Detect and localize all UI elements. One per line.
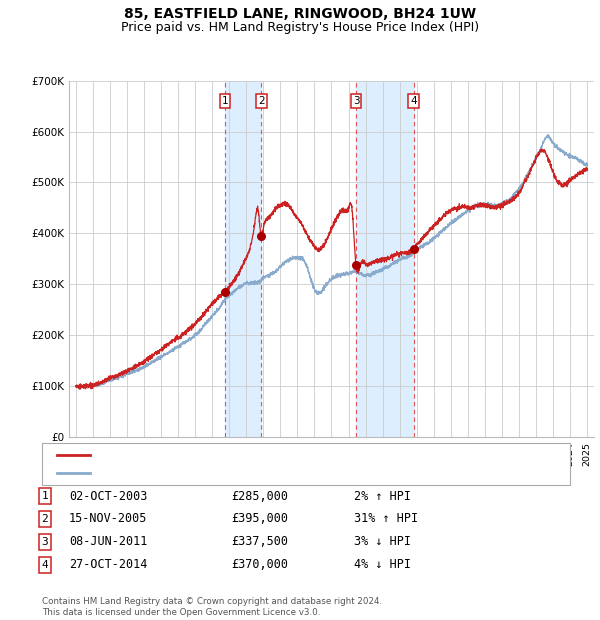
Text: 2: 2 [41,514,49,524]
Text: 3: 3 [353,96,359,106]
Text: 3: 3 [41,537,49,547]
Text: 1: 1 [221,96,228,106]
Text: 4: 4 [41,560,49,570]
Text: 4% ↓ HPI: 4% ↓ HPI [354,559,411,571]
Text: 3% ↓ HPI: 3% ↓ HPI [354,536,411,548]
Text: 2% ↑ HPI: 2% ↑ HPI [354,490,411,502]
Text: £285,000: £285,000 [231,490,288,502]
Text: Price paid vs. HM Land Registry's House Price Index (HPI): Price paid vs. HM Land Registry's House … [121,21,479,34]
Text: 1: 1 [41,491,49,501]
Text: 08-JUN-2011: 08-JUN-2011 [69,536,148,548]
Text: 31% ↑ HPI: 31% ↑ HPI [354,513,418,525]
Text: 85, EASTFIELD LANE, RINGWOOD, BH24 1UW (detached house): 85, EASTFIELD LANE, RINGWOOD, BH24 1UW (… [97,450,445,460]
Text: HPI: Average price, detached house, New Forest: HPI: Average price, detached house, New … [97,468,361,478]
Bar [356,81,413,437]
Text: £370,000: £370,000 [231,559,288,571]
Text: Contains HM Land Registry data © Crown copyright and database right 2024.
This d: Contains HM Land Registry data © Crown c… [42,598,382,617]
Text: 27-OCT-2014: 27-OCT-2014 [69,559,148,571]
Text: 2: 2 [258,96,265,106]
Text: £395,000: £395,000 [231,513,288,525]
Text: 85, EASTFIELD LANE, RINGWOOD, BH24 1UW: 85, EASTFIELD LANE, RINGWOOD, BH24 1UW [124,7,476,22]
Text: £337,500: £337,500 [231,536,288,548]
Bar [225,81,261,437]
Text: 4: 4 [410,96,417,106]
Text: 15-NOV-2005: 15-NOV-2005 [69,513,148,525]
Text: 02-OCT-2003: 02-OCT-2003 [69,490,148,502]
